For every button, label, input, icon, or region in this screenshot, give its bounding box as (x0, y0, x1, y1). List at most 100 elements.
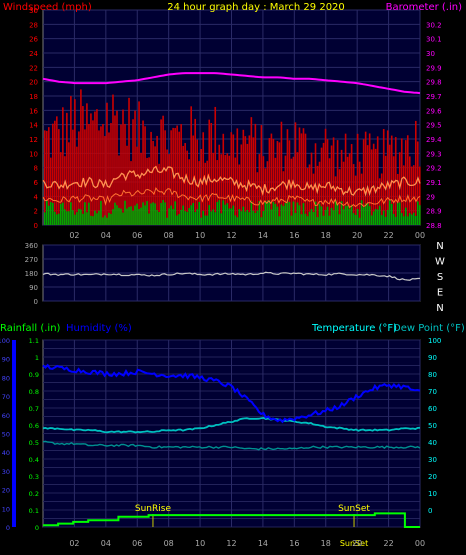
compass-label: S (437, 272, 443, 283)
wind-base-bar (192, 203, 194, 225)
wind-base-bar (400, 213, 403, 225)
wind-gust-bar (142, 120, 144, 225)
temperature-tick-label: 90 (428, 354, 437, 362)
barometer-tick-label: 28.8 (426, 222, 442, 230)
wind-gust-bar (248, 135, 251, 225)
wind-gust-bar (254, 123, 257, 225)
barometer-axis-ticks: 28.8 28.9 29 29.1 29.2 29.3 29.4 29.5 29.6 29.7 29… (426, 21, 442, 230)
wind-base-bar (262, 211, 265, 225)
wind-base-bar (332, 210, 335, 225)
wind-base-bar (180, 209, 182, 225)
wind-gust-bar (344, 133, 347, 225)
dewpoint-line (42, 440, 421, 451)
wind-base-bar (390, 203, 393, 225)
windspeed-tick-label: 24 (29, 50, 38, 58)
x-tick-label: 18 (321, 231, 331, 240)
wind-gust-bar (282, 171, 285, 225)
wind-gust-bar (224, 155, 227, 225)
wind-gust-bar (419, 166, 421, 225)
wind-gust-bar (250, 117, 253, 225)
wind-gust-bar (148, 157, 150, 225)
wind-base-bar (160, 203, 162, 225)
wind-base-bar (116, 205, 118, 225)
wind-gust-bar (112, 94, 114, 225)
humidity-tick-label: 90 (2, 356, 10, 364)
wind-base-bar (234, 215, 237, 225)
wind-base-bar (214, 212, 217, 225)
windspeed-tick-label: 8 (34, 165, 38, 173)
barometer-tick-label: 29 (426, 193, 435, 201)
x-tick-label: 06 (132, 539, 142, 548)
wind-gust-bar (320, 147, 323, 225)
x-tick-label: 10 (195, 539, 205, 548)
wind-base-bar (322, 215, 325, 225)
wind-base-bar (302, 203, 305, 225)
wind-base-bar (286, 200, 289, 225)
wind-base-bar (414, 215, 417, 225)
rainfall-tick-label: 0.3 (29, 473, 39, 481)
compass-label: W (435, 257, 445, 268)
chart-title: 24 hour graph day : March 29 2020 (167, 2, 345, 13)
wind-gust-bar (244, 136, 247, 225)
wind-gust-bar (256, 172, 259, 225)
wind-gust-bar (196, 139, 199, 225)
wind-gust-bar (316, 165, 319, 225)
x-tick-label: 06 (132, 231, 142, 240)
wind-base-bar (419, 205, 421, 225)
temp-humidity-series (42, 363, 421, 528)
wind-direction-grid (43, 244, 421, 302)
wind-gust-bar (228, 155, 231, 225)
windspeed-tick-label: 20 (29, 79, 38, 87)
windspeed-tick-label: 12 (29, 136, 38, 144)
wind-gust-bar (170, 130, 172, 225)
wind-base-bar (84, 202, 86, 225)
wind-base-bar (220, 213, 223, 225)
wind-base-bar (72, 210, 74, 225)
wind-gust-bar (382, 129, 385, 225)
x-tick-label: 16 (289, 231, 299, 240)
windspeed-tick-label: 18 (29, 93, 38, 101)
wind-gust-bar (60, 152, 62, 225)
wind-base-bar (254, 212, 257, 225)
temp-humidity-grid (43, 339, 421, 528)
barometer-line (42, 72, 421, 95)
wind-gust-bar (386, 130, 389, 225)
temperature-tick-label: 10 (428, 490, 437, 498)
direction-tick-label: 180 (25, 270, 38, 278)
wind-gust-bar (204, 162, 207, 225)
wind-gust-bar (366, 145, 369, 225)
wind-base-bar (352, 213, 355, 225)
wind-base-bar (240, 211, 243, 225)
wind-base-bar (250, 201, 253, 225)
windspeed-axis-label: Windspeed (mph) (3, 2, 92, 13)
wind-gust-bar (416, 141, 419, 225)
wind-gust-bar (150, 131, 152, 225)
wind-base-bar (170, 205, 172, 225)
barometer-tick-label: 29.3 (426, 150, 442, 158)
wind-gust-bar (70, 96, 72, 226)
wind-base-bar (74, 214, 76, 225)
wind-gust-bar (260, 125, 263, 225)
x-tick-label: 00 (415, 231, 425, 240)
wind-base-bar (80, 209, 82, 225)
direction-tick-label: 90 (29, 284, 38, 292)
wind-base-bar (210, 211, 213, 225)
wind-base-bar (108, 212, 110, 225)
wind-base-bar (300, 214, 303, 225)
temperature-axis-label: Temperature (°F) (311, 323, 397, 334)
temp-x-axis-ticks: 02 04 06 08 10 12 14 16 18 20 22 00 (69, 539, 425, 548)
wind-gust-bar (252, 137, 255, 225)
wind-gust-bar (134, 110, 136, 225)
wind-base-bar (278, 216, 281, 225)
wind-base-bar (102, 217, 104, 225)
wind-base-bar (338, 214, 341, 225)
x-tick-label: 22 (383, 539, 393, 548)
wind-base-bar (88, 202, 90, 225)
barometer-tick-label: 29.2 (426, 165, 442, 173)
wind-base-bar (156, 210, 158, 225)
dewpoint-axis-label: Dew Point (°F) (393, 323, 465, 334)
wind-gust-bar (360, 173, 363, 225)
wind-gust-bar (332, 137, 335, 225)
wind-base-bar (202, 210, 205, 225)
wind-gust-bar (194, 118, 197, 225)
